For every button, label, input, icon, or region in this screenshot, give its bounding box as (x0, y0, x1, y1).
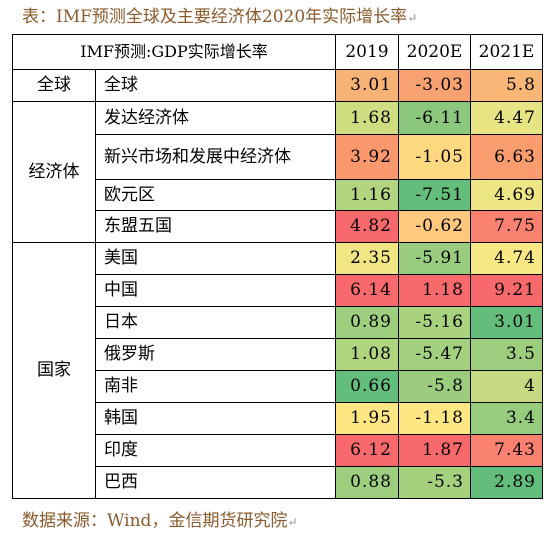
row-name: 俄罗斯 (95, 338, 336, 371)
header-year-2021e: 2021E (470, 34, 543, 70)
value-cell: 6.12 (335, 434, 399, 467)
table-row: 俄罗斯 1.08 -5.47 3.5 (13, 338, 543, 371)
value-cell: 7.75 (470, 210, 543, 243)
value-cell: 3.01 (335, 69, 399, 102)
value-cell: -5.47 (398, 338, 471, 371)
row-name: 印度 (95, 434, 336, 467)
row-name: 全球 (95, 69, 336, 102)
table-row: 中国 6.14 1.18 9.21 (13, 274, 543, 307)
value-cell: 4.82 (335, 210, 399, 243)
table-row: 欧元区 1.16 -7.51 4.69 (13, 179, 543, 211)
table-row: 新兴市场和发展中经济体 3.92 -1.05 6.63 (13, 134, 543, 180)
value-cell: 1.16 (335, 179, 399, 211)
row-name: 发达经济体 (95, 101, 336, 135)
value-cell: 2.89 (470, 466, 543, 499)
value-cell: -5.3 (398, 466, 471, 499)
value-cell: 1.08 (335, 338, 399, 371)
value-cell: 0.66 (335, 370, 399, 403)
table-row: 国家 美国 2.35 -5.91 4.74 (12, 242, 543, 499)
table-body: IMF预测:GDP实际增长率 2019 2020E 2021E 全球 全球 3.01… (12, 34, 543, 499)
group-label: 全球 (12, 69, 96, 102)
value-cell: 5.8 (470, 69, 543, 102)
value-cell: 1.87 (398, 434, 471, 467)
value-cell: 0.89 (335, 306, 399, 339)
value-cell: 9.21 (470, 274, 543, 307)
table-row: 印度 6.12 1.87 7.43 (13, 434, 543, 467)
value-cell: -1.05 (398, 134, 471, 180)
paragraph-mark-icon: ↵ (287, 515, 298, 529)
row-name: 巴西 (95, 466, 336, 499)
value-cell: 0.88 (335, 466, 399, 499)
value-cell: -0.62 (398, 210, 471, 243)
header-year-2019: 2019 (335, 34, 399, 70)
row-name: 韩国 (95, 402, 336, 435)
source-text: 数据来源：Wind，金信期货研究院 (22, 511, 288, 531)
row-name: 日本 (95, 306, 336, 339)
header-row: IMF预测:GDP实际增长率 2019 2020E 2021E (12, 34, 543, 70)
value-cell: 1.68 (335, 101, 399, 135)
row-name: 新兴市场和发展中经济体 (95, 134, 336, 180)
value-cell: 1.18 (398, 274, 471, 307)
value-cell: 3.4 (470, 402, 543, 435)
value-cell: 4 (470, 370, 543, 403)
header-title: IMF预测:GDP实际增长率 (12, 34, 336, 70)
row-name: 南非 (95, 370, 336, 403)
value-cell: 6.14 (335, 274, 399, 307)
value-cell: -6.11 (398, 101, 471, 135)
group-label: 经济体 (12, 101, 96, 243)
table-row: 韩国 1.95 -1.18 3.4 (13, 402, 543, 435)
value-cell: -5.8 (398, 370, 471, 403)
source-note: 数据来源：Wind，金信期货研究院↵ (22, 510, 298, 533)
table-row: 全球 全球 3.01 -3.03 5.8 (12, 69, 543, 102)
gdp-growth-table: IMF预测:GDP实际增长率 2019 2020E 2021E 全球 全球 3.01… (12, 34, 543, 499)
value-cell: -5.16 (398, 306, 471, 339)
table-row: 东盟五国 4.82 -0.62 7.75 (13, 210, 543, 243)
value-cell: -3.03 (398, 69, 471, 102)
table-caption: 表：IMF预测全球及主要经济体2020年实际增长率↵ (22, 6, 417, 29)
row-name: 中国 (95, 274, 336, 307)
table-row: 巴西 0.88 -5.3 2.89 (13, 466, 543, 499)
value-cell: 4.69 (470, 179, 543, 211)
group-label: 国家 (12, 242, 96, 499)
row-name: 美国 (95, 242, 336, 275)
value-cell: 7.43 (470, 434, 543, 467)
value-cell: 3.5 (470, 338, 543, 371)
value-cell: 1.95 (335, 402, 399, 435)
paragraph-mark-icon: ↵ (407, 11, 418, 25)
header-year-2020e: 2020E (398, 34, 471, 70)
value-cell: 6.63 (470, 134, 543, 180)
table-row: 日本 0.89 -5.16 3.01 (13, 306, 543, 339)
value-cell: 3.92 (335, 134, 399, 180)
row-name: 欧元区 (95, 179, 336, 211)
value-cell: 3.01 (470, 306, 543, 339)
caption-text: 表：IMF预测全球及主要经济体2020年实际增长率 (22, 7, 408, 27)
value-cell: 4.47 (470, 101, 543, 135)
value-cell: 2.35 (335, 242, 399, 275)
row-name: 东盟五国 (95, 210, 336, 243)
value-cell: -1.18 (398, 402, 471, 435)
table-row: 经济体 发达经济体 1.68 -6.11 4.47 (12, 101, 543, 243)
table-row: 南非 0.66 -5.8 4 (13, 370, 543, 403)
value-cell: -5.91 (398, 242, 471, 275)
value-cell: 4.74 (470, 242, 543, 275)
value-cell: -7.51 (398, 179, 471, 211)
